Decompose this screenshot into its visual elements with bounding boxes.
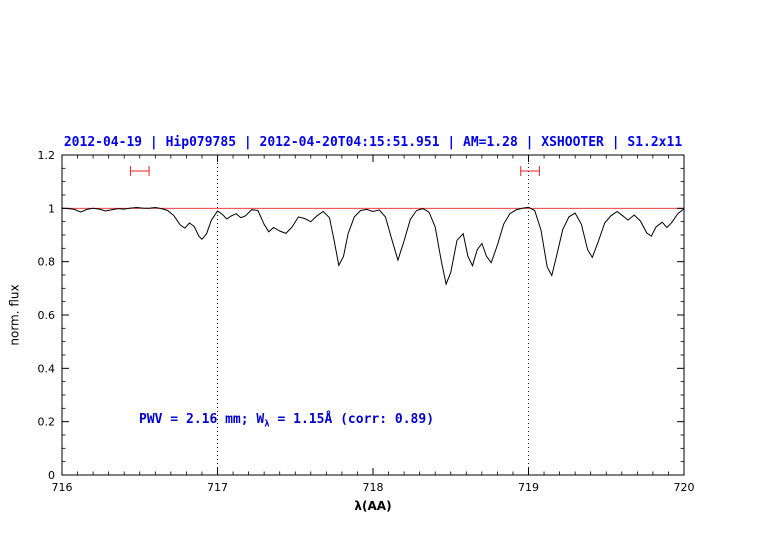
y-tick-label: 0.8: [38, 256, 56, 269]
pwv-annotation-subscript: λ: [264, 419, 270, 430]
x-tick-label: 719: [518, 481, 539, 494]
y-tick-label: 0.4: [38, 362, 56, 375]
ew-interval-marker: [520, 166, 540, 176]
y-tick-label: 1: [48, 202, 55, 215]
spectrum-line: [61, 206, 685, 286]
x-tick-label: 720: [674, 481, 695, 494]
x-axis-label: λ(AA): [354, 499, 392, 513]
pwv-annotation-part2: = 1.15Å (corr: 0.89): [269, 412, 435, 427]
y-tick-label: 0.6: [38, 309, 56, 322]
plot-title: 2012-04-19 | Hip079785 | 2012-04-20T04:1…: [63, 135, 683, 150]
pwv-annotation-part1: PWV = 2.16 mm; W: [139, 412, 265, 427]
x-tick-label: 717: [207, 481, 228, 494]
x-tick-label: 718: [363, 481, 384, 494]
y-tick-label: 1.2: [38, 149, 56, 162]
pwv-annotation: PWV = 2.16 mm; Wλ = 1.15Å (corr: 0.89): [139, 412, 434, 430]
x-tick-label: 716: [52, 481, 73, 494]
y-tick-label: 0: [48, 469, 55, 482]
ew-interval-marker: [129, 166, 150, 176]
y-tick-label: 0.2: [38, 416, 56, 429]
